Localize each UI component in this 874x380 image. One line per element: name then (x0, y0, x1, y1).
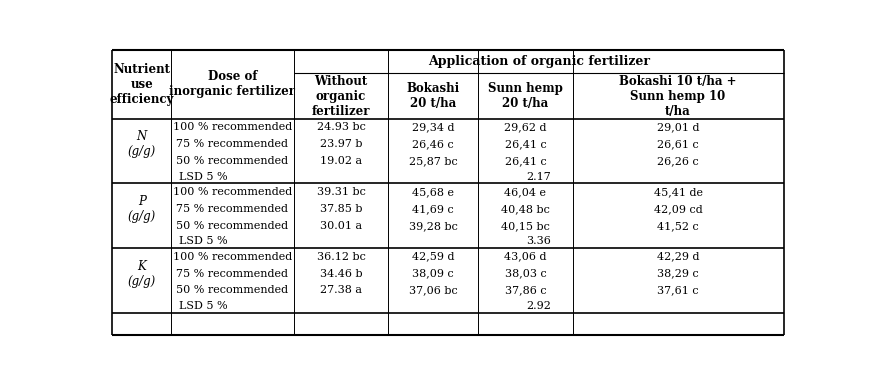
Text: 24.93 bc: 24.93 bc (316, 122, 365, 132)
Text: 100 % recommended: 100 % recommended (173, 187, 292, 197)
Text: 75 % recommended: 75 % recommended (177, 269, 288, 279)
Text: 75 % recommended: 75 % recommended (177, 139, 288, 149)
Text: 26,41 c: 26,41 c (504, 139, 546, 149)
Text: Application of organic fertilizer: Application of organic fertilizer (427, 55, 649, 68)
Text: 42,59 d: 42,59 d (412, 252, 454, 261)
Text: LSD 5 %: LSD 5 % (178, 171, 227, 182)
Text: 40,48 bc: 40,48 bc (501, 204, 550, 214)
Text: 29,01 d: 29,01 d (657, 122, 699, 132)
Text: 50 % recommended: 50 % recommended (177, 221, 288, 231)
Text: 34.46 b: 34.46 b (320, 269, 363, 279)
Text: 26,46 c: 26,46 c (413, 139, 454, 149)
Text: 50 % recommended: 50 % recommended (177, 156, 288, 166)
Text: 19.02 a: 19.02 a (320, 156, 362, 166)
Text: 26,61 c: 26,61 c (657, 139, 699, 149)
Text: 29,34 d: 29,34 d (412, 122, 454, 132)
Text: LSD 5 %: LSD 5 % (178, 301, 227, 311)
Text: 23.97 b: 23.97 b (320, 139, 362, 149)
Text: Bokashi 10 t/ha +
Sunn hemp 10
t/ha: Bokashi 10 t/ha + Sunn hemp 10 t/ha (620, 74, 737, 117)
Text: 37,61 c: 37,61 c (657, 285, 699, 296)
Text: 40,15 bc: 40,15 bc (501, 221, 550, 231)
Text: 50 % recommended: 50 % recommended (177, 285, 288, 296)
Text: Bokashi
20 t/ha: Bokashi 20 t/ha (406, 82, 460, 110)
Text: 26,26 c: 26,26 c (657, 156, 699, 166)
Text: 27.38 a: 27.38 a (320, 285, 362, 296)
Text: K
(g/g): K (g/g) (128, 260, 156, 288)
Text: Sunn hemp
20 t/ha: Sunn hemp 20 t/ha (488, 82, 563, 110)
Text: Dose of
inorganic fertilizer: Dose of inorganic fertilizer (170, 70, 295, 98)
Text: 2.17: 2.17 (526, 171, 551, 182)
Text: 42,29 d: 42,29 d (657, 252, 699, 261)
Text: 25,87 bc: 25,87 bc (409, 156, 458, 166)
Text: 39.31 bc: 39.31 bc (316, 187, 365, 197)
Text: 100 % recommended: 100 % recommended (173, 122, 292, 132)
Text: 37,06 bc: 37,06 bc (409, 285, 458, 296)
Text: 37.85 b: 37.85 b (320, 204, 362, 214)
Text: Nutrient
use
efficiency: Nutrient use efficiency (109, 63, 174, 106)
Text: 75 % recommended: 75 % recommended (177, 204, 288, 214)
Text: 30.01 a: 30.01 a (320, 221, 362, 231)
Text: 37,86 c: 37,86 c (504, 285, 546, 296)
Text: 41,52 c: 41,52 c (657, 221, 699, 231)
Text: 41,69 c: 41,69 c (413, 204, 454, 214)
Text: 43,06 d: 43,06 d (504, 252, 546, 261)
Text: 29,62 d: 29,62 d (504, 122, 546, 132)
Text: 46,04 e: 46,04 e (504, 187, 546, 197)
Text: 38,09 c: 38,09 c (413, 269, 454, 279)
Text: 2.92: 2.92 (526, 301, 551, 311)
Text: P
(g/g): P (g/g) (128, 195, 156, 223)
Text: 100 % recommended: 100 % recommended (173, 252, 292, 261)
Text: 39,28 bc: 39,28 bc (409, 221, 458, 231)
Text: 38,29 c: 38,29 c (657, 269, 699, 279)
Text: 3.36: 3.36 (526, 236, 551, 246)
Text: 26,41 c: 26,41 c (504, 156, 546, 166)
Text: LSD 5 %: LSD 5 % (178, 236, 227, 246)
Text: 36.12 bc: 36.12 bc (316, 252, 365, 261)
Text: Without
organic
fertilizer: Without organic fertilizer (312, 74, 371, 117)
Text: 45,41 de: 45,41 de (654, 187, 703, 197)
Text: N
(g/g): N (g/g) (128, 130, 156, 158)
Text: 45,68 e: 45,68 e (413, 187, 454, 197)
Text: 38,03 c: 38,03 c (504, 269, 546, 279)
Text: 42,09 cd: 42,09 cd (654, 204, 703, 214)
